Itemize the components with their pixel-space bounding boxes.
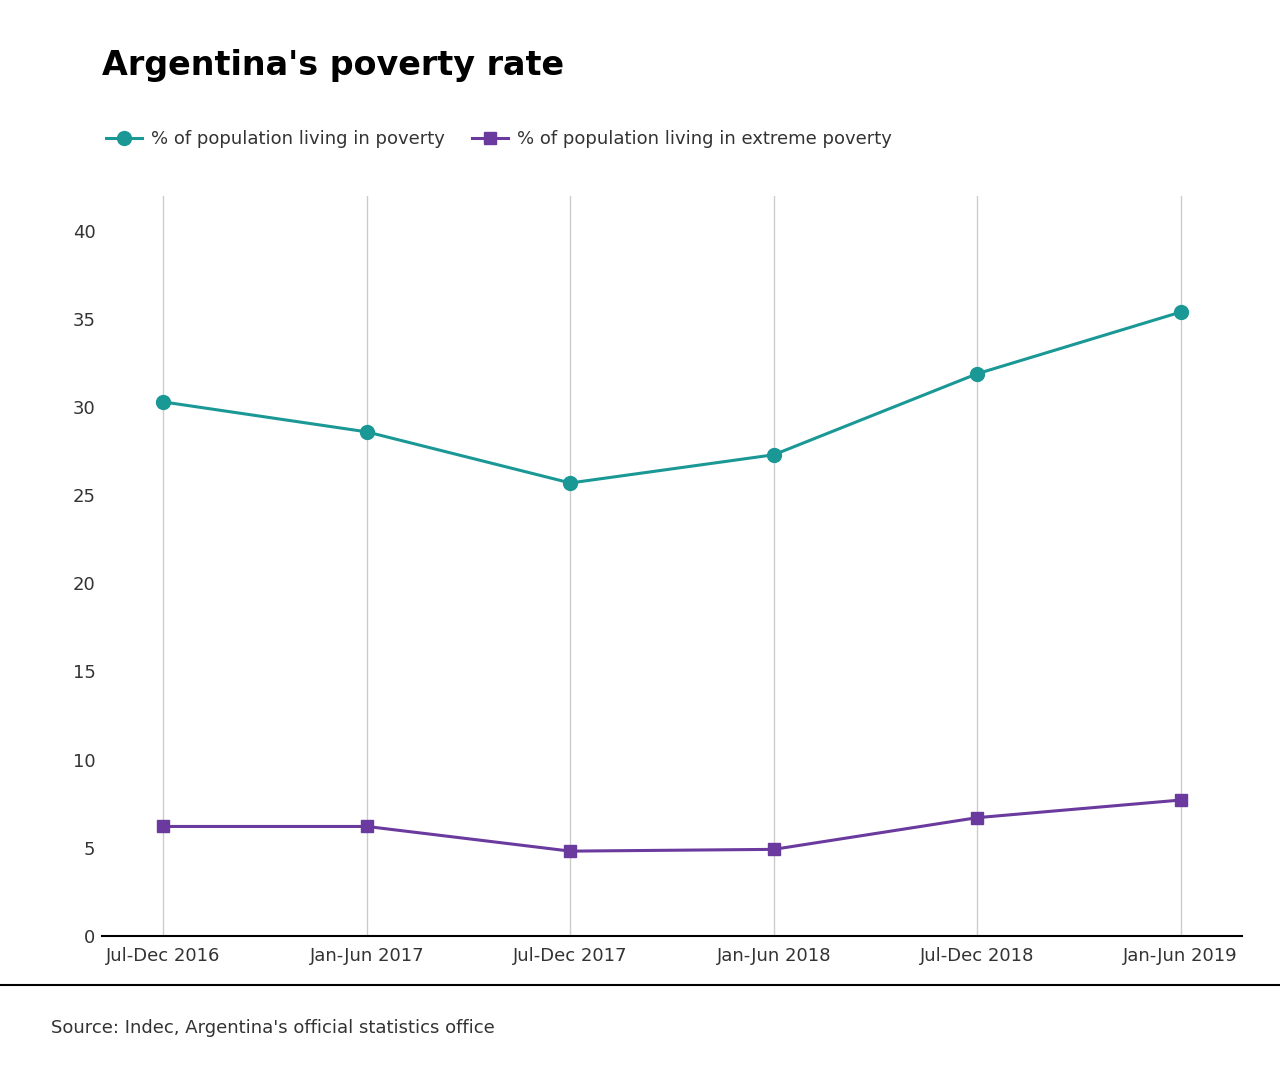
Text: Source: Indec, Argentina's official statistics office: Source: Indec, Argentina's official stat… [51, 1019, 495, 1037]
Legend: % of population living in poverty, % of population living in extreme poverty: % of population living in poverty, % of … [99, 123, 899, 156]
Text: BBC: BBC [1170, 1018, 1217, 1038]
Text: Argentina's poverty rate: Argentina's poverty rate [102, 49, 564, 82]
